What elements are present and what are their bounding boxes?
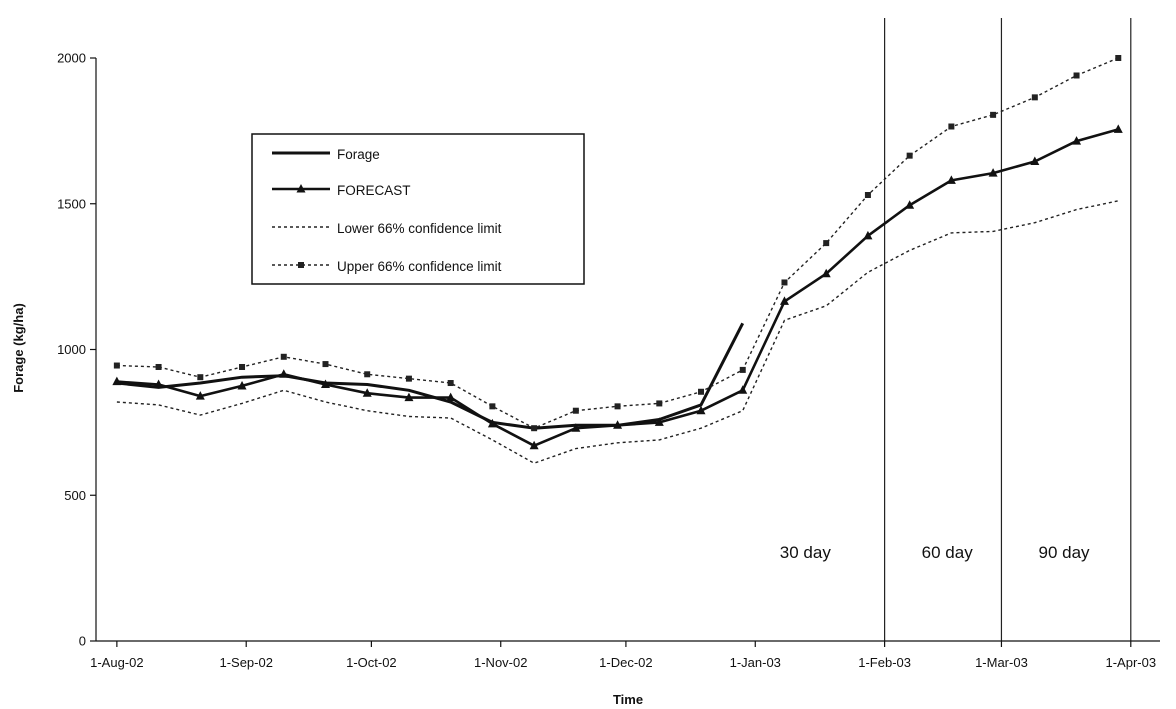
series-layer [112,55,1123,464]
data-point [362,388,372,397]
data-point [988,168,998,177]
data-point [489,403,496,410]
data-point [1072,136,1082,145]
legend-label-forecast: FORECAST [337,183,411,198]
data-point [155,363,162,370]
data-point [404,392,414,402]
y-tick-label: 0 [79,634,86,649]
data-point [113,362,120,369]
data-point [654,417,664,426]
legend-keys [272,151,330,268]
data-point [779,296,789,305]
x-tick-label: 1-Sep-02 [219,655,272,670]
data-point [239,363,246,370]
data-point [1115,55,1122,61]
labels: Forage (kg/ha) Time [11,303,643,707]
data-point [237,380,247,390]
data-point [320,379,330,388]
data-point [946,175,956,184]
series-line [116,322,745,430]
legend-key-marker [298,262,304,268]
data-point [154,379,164,388]
data-point [948,123,955,130]
data-point [698,388,705,395]
y-tick-label: 500 [64,488,86,503]
data-point [446,392,456,402]
data-point [823,240,830,247]
x-tick-label: 1-Mar-03 [975,655,1028,670]
x-tick-label: 1-Feb-03 [858,655,911,670]
y-tick-label: 1000 [57,342,86,357]
data-point [781,279,788,286]
data-point [613,420,623,429]
data-point [197,374,204,381]
data-point [863,230,873,240]
x-tick-label: 1-Apr-03 [1106,655,1157,670]
data-point [739,366,746,373]
data-point [531,425,538,432]
period-label: 90 day [1039,543,1091,562]
period-label: 60 day [922,543,974,562]
x-tick-label: 1-Nov-02 [474,655,527,670]
data-point [280,353,287,360]
data-point [1113,124,1123,133]
data-point [738,385,748,394]
data-point [529,440,539,450]
data-point [279,369,289,378]
series-1 [116,322,745,430]
data-point [405,375,412,382]
series-3 [116,200,1119,464]
y-axis-title: Forage (kg/ha) [11,303,26,393]
data-point [364,371,371,378]
data-point [906,152,913,159]
data-point [447,380,454,387]
data-point [112,376,122,386]
legend-box [251,133,585,285]
data-point [572,407,579,414]
legend-key-marker [296,184,306,193]
data-point [1031,94,1038,101]
legend: Forage FORECAST Lower 66% confidence lim… [251,133,585,285]
series-4 [113,55,1122,432]
data-point [864,192,871,199]
series-line [116,200,1119,464]
data-point [656,400,663,407]
legend-label-upper-limit: Upper 66% confidence limit [337,259,502,274]
period-label: 30 day [780,543,832,562]
data-point [487,418,497,428]
data-point [821,268,831,278]
data-point [696,405,706,415]
data-point [1073,72,1080,79]
x-tick-label: 1-Jan-03 [730,655,781,670]
data-point [195,391,205,400]
axes: 0 500 1000 1500 2000 1-Aug-02 1-Sep-02 1-Oct-02… [57,51,1160,670]
data-point [990,111,997,118]
period-boundary-lines: 30 day 60 day 90 day [780,18,1132,641]
data-point [322,361,329,368]
x-tick-label: 1-Dec-02 [599,655,652,670]
x-tick-label: 1-Aug-02 [90,655,143,670]
y-tick-label: 2000 [57,51,86,66]
data-point [1030,156,1040,165]
data-point [571,423,581,432]
data-point [614,403,621,410]
data-point [905,200,915,209]
series-2 [112,124,1123,450]
x-axis-title: Time [613,692,643,707]
y-tick-label: 1500 [57,196,86,211]
legend-label-lower-limit: Lower 66% confidence limit [337,221,502,236]
x-tick-label: 1-Oct-02 [346,655,397,670]
legend-label-forage: Forage [337,147,380,162]
